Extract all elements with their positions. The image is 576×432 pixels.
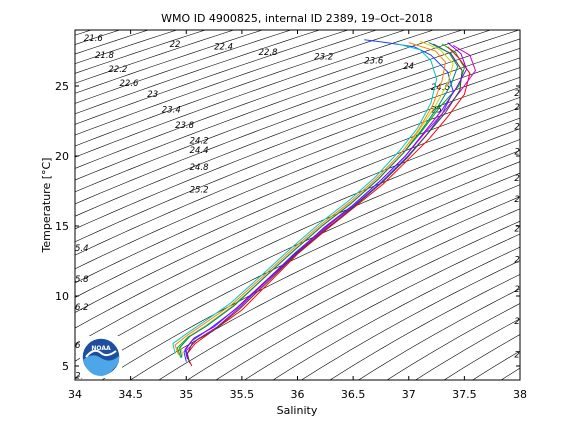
contour-label: 23.4 — [162, 106, 181, 116]
y-tick-label: 10 — [55, 290, 69, 303]
contour-label: 28.8 — [514, 317, 534, 327]
contour-label: 23 — [147, 90, 158, 100]
contour-label: 5.8 — [75, 275, 89, 285]
contour-label: 27.6 — [514, 225, 534, 235]
density-contour-line — [75, 161, 520, 380]
noaa-logo: NOAA — [80, 336, 122, 378]
density-contours — [75, 30, 520, 380]
contour-label: 22 — [170, 40, 181, 50]
density-contour-line — [75, 76, 520, 256]
contour-label: 28.4 — [514, 285, 533, 295]
contour-label: 24.6 — [431, 83, 451, 93]
density-contour-line — [101, 172, 520, 380]
x-tick-label: 34 — [68, 388, 82, 401]
density-contour-line — [75, 150, 520, 362]
density-contour-line — [75, 107, 520, 298]
density-contour-line — [75, 30, 235, 84]
contour-label: 22.6 — [120, 79, 140, 89]
density-contour-line — [75, 30, 321, 115]
y-axis-ticks: 5 10 15 20 25 — [55, 80, 520, 373]
contour-label: 25 — [431, 106, 442, 116]
density-contour-line — [75, 30, 349, 125]
contour-label: 23.2 — [314, 52, 333, 62]
x-tick-label: 36 — [291, 388, 305, 401]
noaa-logo-text: NOAA — [91, 345, 111, 352]
y-tick-label: 5 — [62, 360, 69, 373]
density-contour-line — [243, 233, 520, 380]
chart-title: WMO ID 4900825, internal ID 2389, 19–Oct… — [161, 12, 433, 25]
density-contour-line — [75, 67, 520, 243]
contour-label: 22.8 — [259, 48, 279, 58]
density-contour-line — [75, 57, 520, 230]
density-contour-line — [75, 48, 520, 217]
noaa-logo-icon: NOAA — [80, 336, 122, 378]
contour-label: 21.8 — [95, 51, 115, 61]
contour-label: 29 — [514, 351, 525, 361]
density-contour-line — [75, 128, 520, 329]
contour-label: 26.6 — [514, 148, 534, 158]
profile-line — [184, 42, 468, 360]
contour-label: 24.2 — [190, 136, 209, 146]
contour-label: 22.2 — [108, 65, 127, 75]
density-contour-line — [75, 30, 435, 158]
contour-label: 25.8 — [514, 89, 534, 99]
density-contour-line — [186, 208, 520, 380]
contour-label: 27.2 — [514, 195, 533, 205]
x-tick-label: 35.5 — [230, 388, 255, 401]
x-tick-label: 35 — [179, 388, 193, 401]
profile-line — [174, 42, 447, 355]
y-axis-label: Temperature [°C] — [40, 158, 53, 254]
density-contour-line — [158, 196, 520, 380]
density-contour-line — [75, 97, 520, 284]
contour-label: 24 — [403, 62, 414, 72]
density-contour-line — [75, 30, 520, 193]
density-contour-line — [215, 220, 520, 380]
contour-label: 23.8 — [175, 121, 195, 131]
density-contour-line — [75, 30, 406, 147]
density-contour-line — [75, 30, 492, 181]
contour-label: 24.8 — [190, 163, 210, 173]
x-axis-label: Salinity — [277, 404, 318, 417]
y-tick-label: 20 — [55, 150, 69, 163]
profile-line — [179, 42, 459, 358]
density-contour-line — [272, 246, 520, 380]
contour-label: 23.6 — [364, 57, 384, 67]
contour-label: 22.4 — [214, 43, 233, 53]
contour-label: 25.2 — [190, 185, 209, 195]
density-contour-line — [300, 260, 520, 380]
density-contour-line — [358, 288, 520, 380]
contour-label: 6.2 — [75, 303, 89, 313]
contour-label: 28 — [514, 255, 525, 265]
contour-label: 26 — [514, 103, 525, 113]
profile-line — [186, 43, 463, 364]
contour-label: 24.4 — [190, 146, 209, 156]
density-contour-line — [75, 30, 378, 136]
density-contour-line — [75, 117, 520, 313]
x-tick-label: 36.5 — [341, 388, 366, 401]
contour-label: 27 — [514, 174, 525, 184]
density-contour-line — [75, 30, 292, 104]
density-contour-line — [75, 86, 520, 270]
y-tick-label: 25 — [55, 80, 69, 93]
contour-label: 26.2 — [514, 122, 533, 132]
density-contour-line — [415, 318, 520, 380]
profile-series — [172, 39, 477, 367]
density-contour-line — [75, 38, 520, 205]
profile-line — [185, 46, 471, 367]
density-contour-line — [329, 274, 520, 380]
density-contour-line — [386, 303, 520, 380]
y-tick-label: 15 — [55, 220, 69, 233]
x-tick-label: 37.5 — [452, 388, 477, 401]
x-tick-label: 38 — [513, 388, 527, 401]
density-contour-line — [75, 30, 463, 169]
x-tick-label: 34.5 — [118, 388, 143, 401]
contour-label: 5.4 — [75, 244, 89, 254]
contour-label: 21.6 — [84, 34, 104, 44]
x-tick-label: 37 — [402, 388, 416, 401]
density-contour-line — [75, 30, 264, 94]
profile-line — [172, 43, 438, 354]
x-axis-ticks: 34 34.5 35 35.5 36 36.5 37 37.5 38 — [68, 30, 527, 401]
